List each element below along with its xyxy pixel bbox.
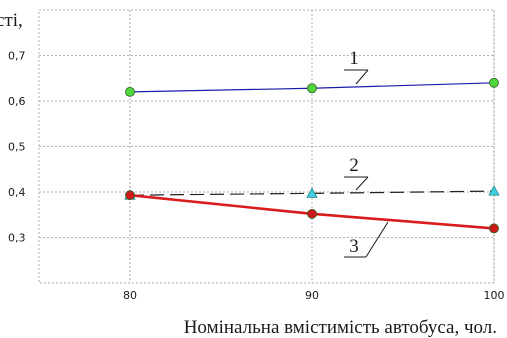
series-3-point xyxy=(307,208,317,219)
y-tick-label: 0,6 xyxy=(8,95,26,108)
x-tick-label: 80 xyxy=(123,289,137,302)
y-tick-label: 0,3 xyxy=(8,232,26,245)
series-group xyxy=(124,77,500,234)
series-label-3: 3 xyxy=(349,236,359,257)
y-tick-label: 0,4 xyxy=(8,186,26,199)
x-tick-label: 100 xyxy=(484,289,505,302)
series-callouts: 1 2 3 xyxy=(344,48,389,258)
callout-leader xyxy=(355,69,369,85)
series-2-point xyxy=(306,187,318,198)
x-tick-label: 90 xyxy=(305,289,319,302)
grid-lines xyxy=(38,9,495,284)
x-axis-label: Номінальна вмістимість автобуса, чол. xyxy=(184,317,497,338)
series-3-point xyxy=(489,223,499,234)
callout-leader xyxy=(355,176,369,191)
y-axis-label: сті, xyxy=(0,10,23,31)
callout-leader xyxy=(365,221,389,258)
tick-labels: 0,3 0,4 0,5 0,6 0,7 80 90 100 xyxy=(8,50,505,303)
series-1-point xyxy=(489,77,499,88)
series-1-point xyxy=(125,87,135,97)
series-label-2: 2 xyxy=(349,155,359,176)
y-tick-label: 0,5 xyxy=(8,141,26,154)
series-1-point xyxy=(307,83,317,94)
series-2-point xyxy=(488,185,500,196)
series-3-point xyxy=(125,190,135,201)
series-label-1: 1 xyxy=(349,48,359,69)
y-tick-label: 0,7 xyxy=(8,50,26,63)
